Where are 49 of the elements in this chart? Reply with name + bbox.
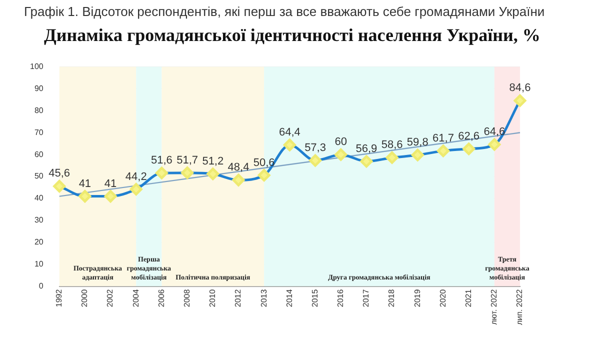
data-label: 51,2 (202, 155, 224, 168)
y-tick-label: 100 (30, 62, 44, 72)
y-tick-label: 20 (34, 238, 44, 247)
x-tick-label: 2016 (336, 288, 346, 308)
data-label: 61,7 (432, 132, 454, 144)
x-tick-label: 2004 (131, 288, 140, 308)
x-tick-label: 2021 (464, 288, 474, 308)
y-tick-label: 90 (34, 84, 44, 93)
x-tick-label: 2012 (234, 288, 243, 308)
data-label: 57,3 (304, 142, 326, 154)
data-label: 51,7 (176, 154, 198, 166)
data-label: 64,4 (278, 126, 300, 138)
x-tick-label: 2002 (106, 288, 115, 308)
data-label: 58,6 (381, 139, 403, 152)
x-tick-label: 2017 (362, 288, 371, 308)
x-tick-label: 2008 (182, 288, 192, 308)
chart-subtitle: Динаміка громадянської ідентичності населення України, % (44, 25, 542, 46)
x-tick-label: 2010 (208, 288, 218, 308)
data-label: 84,6 (509, 82, 531, 94)
chart-title: Графік 1. Відсоток респондентів, які перш за все вважають себе громадянами України (24, 4, 546, 19)
x-tick-label: 2020 (438, 288, 448, 308)
x-tick-label: 2014 (284, 288, 294, 308)
data-label: 41 (104, 178, 117, 190)
y-tick-label: 40 (34, 194, 44, 203)
data-label: 48,4 (228, 162, 250, 174)
data-label: 44,2 (125, 170, 147, 183)
x-tick-label: 2015 (310, 288, 320, 308)
x-tick-label: 2019 (412, 288, 422, 308)
x-tick-label: 2000 (80, 288, 90, 308)
x-tick-label: лип. 2022 (515, 288, 524, 326)
data-label: 56,9 (356, 142, 378, 155)
data-label: 45,6 (48, 168, 70, 180)
data-label: 59,8 (406, 136, 428, 149)
y-tick-label: 80 (34, 106, 44, 115)
x-tick-label: 2018 (387, 288, 396, 308)
data-label: 51,6 (151, 154, 172, 167)
x-tick-label: лют. 2022 (490, 288, 499, 325)
x-tick-label: 1992 (54, 288, 64, 308)
data-label: 60 (334, 136, 347, 148)
data-label: 41 (78, 178, 92, 190)
x-tick-label: 2006 (156, 288, 166, 308)
x-tick-label: 2013 (259, 288, 268, 308)
y-tick-label: 70 (34, 128, 44, 137)
y-tick-label: 30 (34, 216, 44, 225)
y-tick-label: 50 (34, 172, 44, 181)
y-tick-label: 0 (38, 281, 44, 290)
data-label: 62,6 (458, 130, 480, 142)
y-tick-label: 10 (34, 260, 44, 269)
y-tick-label: 60 (34, 150, 44, 159)
